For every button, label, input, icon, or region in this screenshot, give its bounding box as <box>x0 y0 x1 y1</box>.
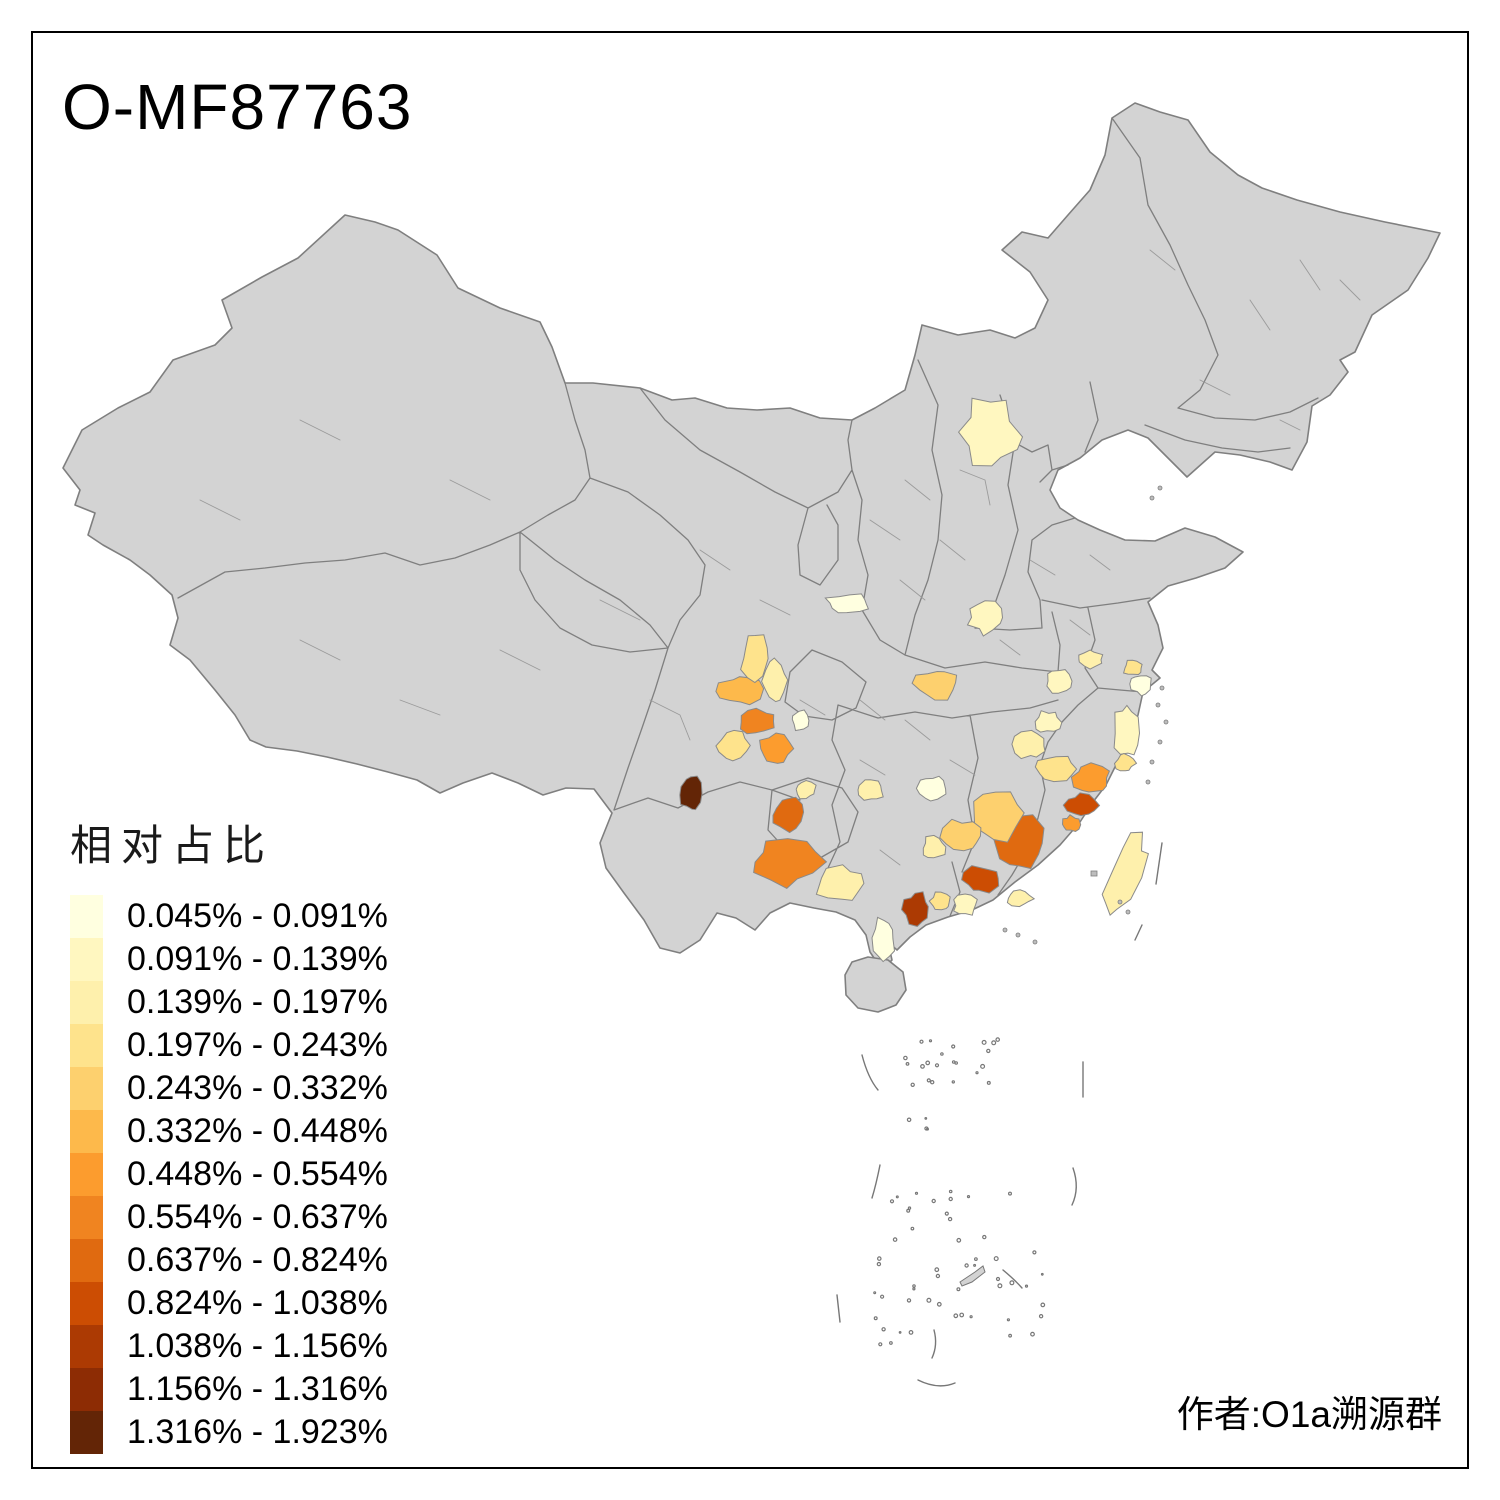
legend-row: 1.156% - 1.316% <box>70 1368 388 1411</box>
legend-row: 0.637% - 0.824% <box>70 1239 388 1282</box>
legend-label: 1.038% - 1.156% <box>127 1327 388 1365</box>
region-fuzhou <box>1070 762 1111 793</box>
region-central-sichuan <box>739 707 775 735</box>
legend-swatch <box>70 1368 103 1411</box>
legend-swatch <box>70 981 103 1024</box>
region-east-guangdong <box>961 865 1000 894</box>
province-borders <box>177 117 1319 917</box>
legend-label: 1.316% - 1.923% <box>127 1413 388 1451</box>
legend-swatch <box>70 895 103 938</box>
legend-swatch <box>70 1239 103 1282</box>
legend-label: 0.448% - 0.554% <box>127 1155 388 1193</box>
hainan-island <box>844 956 907 1013</box>
coastal-islets <box>1002 485 1169 945</box>
author-credit: 作者:O1a溯源群 <box>1176 1394 1442 1435</box>
region-putian-quanzhou <box>1062 792 1101 817</box>
legend-row: 0.554% - 0.637% <box>70 1196 388 1239</box>
region-chaoshan-coast <box>1006 889 1036 908</box>
legend-label: 1.156% - 1.316% <box>127 1370 388 1408</box>
region-south-anhui <box>1046 669 1073 694</box>
legend-row: 0.197% - 0.243% <box>70 1024 388 1067</box>
region-south-sichuan <box>759 732 795 764</box>
legend-swatch <box>70 938 103 981</box>
region-southwest-anhui <box>1078 649 1104 670</box>
region-south-hunan <box>922 834 947 859</box>
region-ningbo-area <box>1129 675 1152 697</box>
legend-swatch <box>70 1411 103 1454</box>
legend-row: 1.316% - 1.923% <box>70 1411 388 1454</box>
region-northeast-guizhou <box>795 779 817 800</box>
region-taiwan <box>1101 831 1150 916</box>
legend-label: 0.332% - 0.448% <box>127 1112 388 1150</box>
legend-label: 0.637% - 0.824% <box>127 1241 388 1279</box>
region-panzhihua-liangshan <box>679 775 703 811</box>
region-west-hunan <box>857 779 884 801</box>
legend-row: 0.332% - 0.448% <box>70 1110 388 1153</box>
legend-row: 0.139% - 0.197% <box>70 981 388 1024</box>
legend-row: 0.091% - 0.139% <box>70 938 388 981</box>
region-north-guangdong <box>939 818 982 852</box>
region-north-fujian <box>1034 755 1078 783</box>
region-west-hubei <box>911 670 958 701</box>
region-quanzhou-coast <box>1061 814 1082 832</box>
legend-swatch <box>70 1024 103 1067</box>
legend-swatch <box>70 1153 103 1196</box>
legend-label: 0.824% - 1.038% <box>127 1284 388 1322</box>
mainland-outline <box>62 102 1441 971</box>
region-chengdu-area <box>791 709 810 732</box>
prefecture-borders <box>199 249 1361 866</box>
legend-label: 0.045% - 0.091% <box>127 897 388 935</box>
region-south-jiangxi <box>973 791 1025 843</box>
legend-label: 0.139% - 0.197% <box>127 983 388 1021</box>
legend-row: 0.045% - 0.091% <box>70 895 388 938</box>
region-southwest-sichuan <box>715 729 751 762</box>
region-hangzhou-area <box>1122 659 1143 676</box>
region-yangjiang <box>928 891 951 911</box>
legend-rows: 0.045% - 0.091% 0.091% - 0.139% 0.139% -… <box>70 895 388 1454</box>
region-southwest-shanxi <box>966 600 1004 637</box>
page-title: O-MF87763 <box>62 71 413 143</box>
legend-swatch <box>70 1325 103 1368</box>
legend-swatch <box>70 1282 103 1325</box>
legend-title: 相对占比 <box>70 822 275 869</box>
legend-swatch <box>70 1110 103 1153</box>
legend: 相对占比 0.045% - 0.091% 0.091% - 0.139% 0.1… <box>70 812 388 1454</box>
region-north-sichuan-1 <box>740 634 769 684</box>
region-central-jiangxi-2 <box>1034 710 1063 733</box>
legend-label: 0.243% - 0.332% <box>127 1069 388 1107</box>
colored-regions-layer <box>679 397 1152 963</box>
region-west-guangdong <box>900 891 929 927</box>
legend-swatch <box>70 1067 103 1110</box>
region-zhejiang-coast <box>1113 704 1141 756</box>
legend-swatch <box>70 1196 103 1239</box>
legend-label: 0.091% - 0.139% <box>127 940 388 978</box>
region-zhangjiakou <box>957 397 1024 467</box>
region-pearl-delta <box>953 893 978 916</box>
region-south-wenzhou <box>1113 752 1138 772</box>
region-southwest-guangxi <box>815 864 865 901</box>
region-west-guangxi <box>753 838 828 890</box>
region-west-jiangxi <box>915 775 947 802</box>
region-north-guizhou <box>772 796 805 834</box>
legend-row: 1.038% - 1.156% <box>70 1325 388 1368</box>
legend-label: 0.197% - 0.243% <box>127 1026 388 1064</box>
sea-islet-sliver <box>959 1265 986 1287</box>
legend-row: 0.243% - 0.332% <box>70 1067 388 1110</box>
legend-row: 0.448% - 0.554% <box>70 1153 388 1196</box>
region-leizhou <box>871 916 896 963</box>
sea-feature-lines <box>836 842 1163 1387</box>
region-central-jiangxi-1 <box>1011 729 1046 760</box>
legend-row: 0.824% - 1.038% <box>70 1282 388 1325</box>
south-china-sea-reef-dots <box>873 1037 1046 1347</box>
region-north-sichuan-2 <box>761 657 789 703</box>
region-southeast-gansu <box>824 593 870 614</box>
legend-label: 0.554% - 0.637% <box>127 1198 388 1236</box>
